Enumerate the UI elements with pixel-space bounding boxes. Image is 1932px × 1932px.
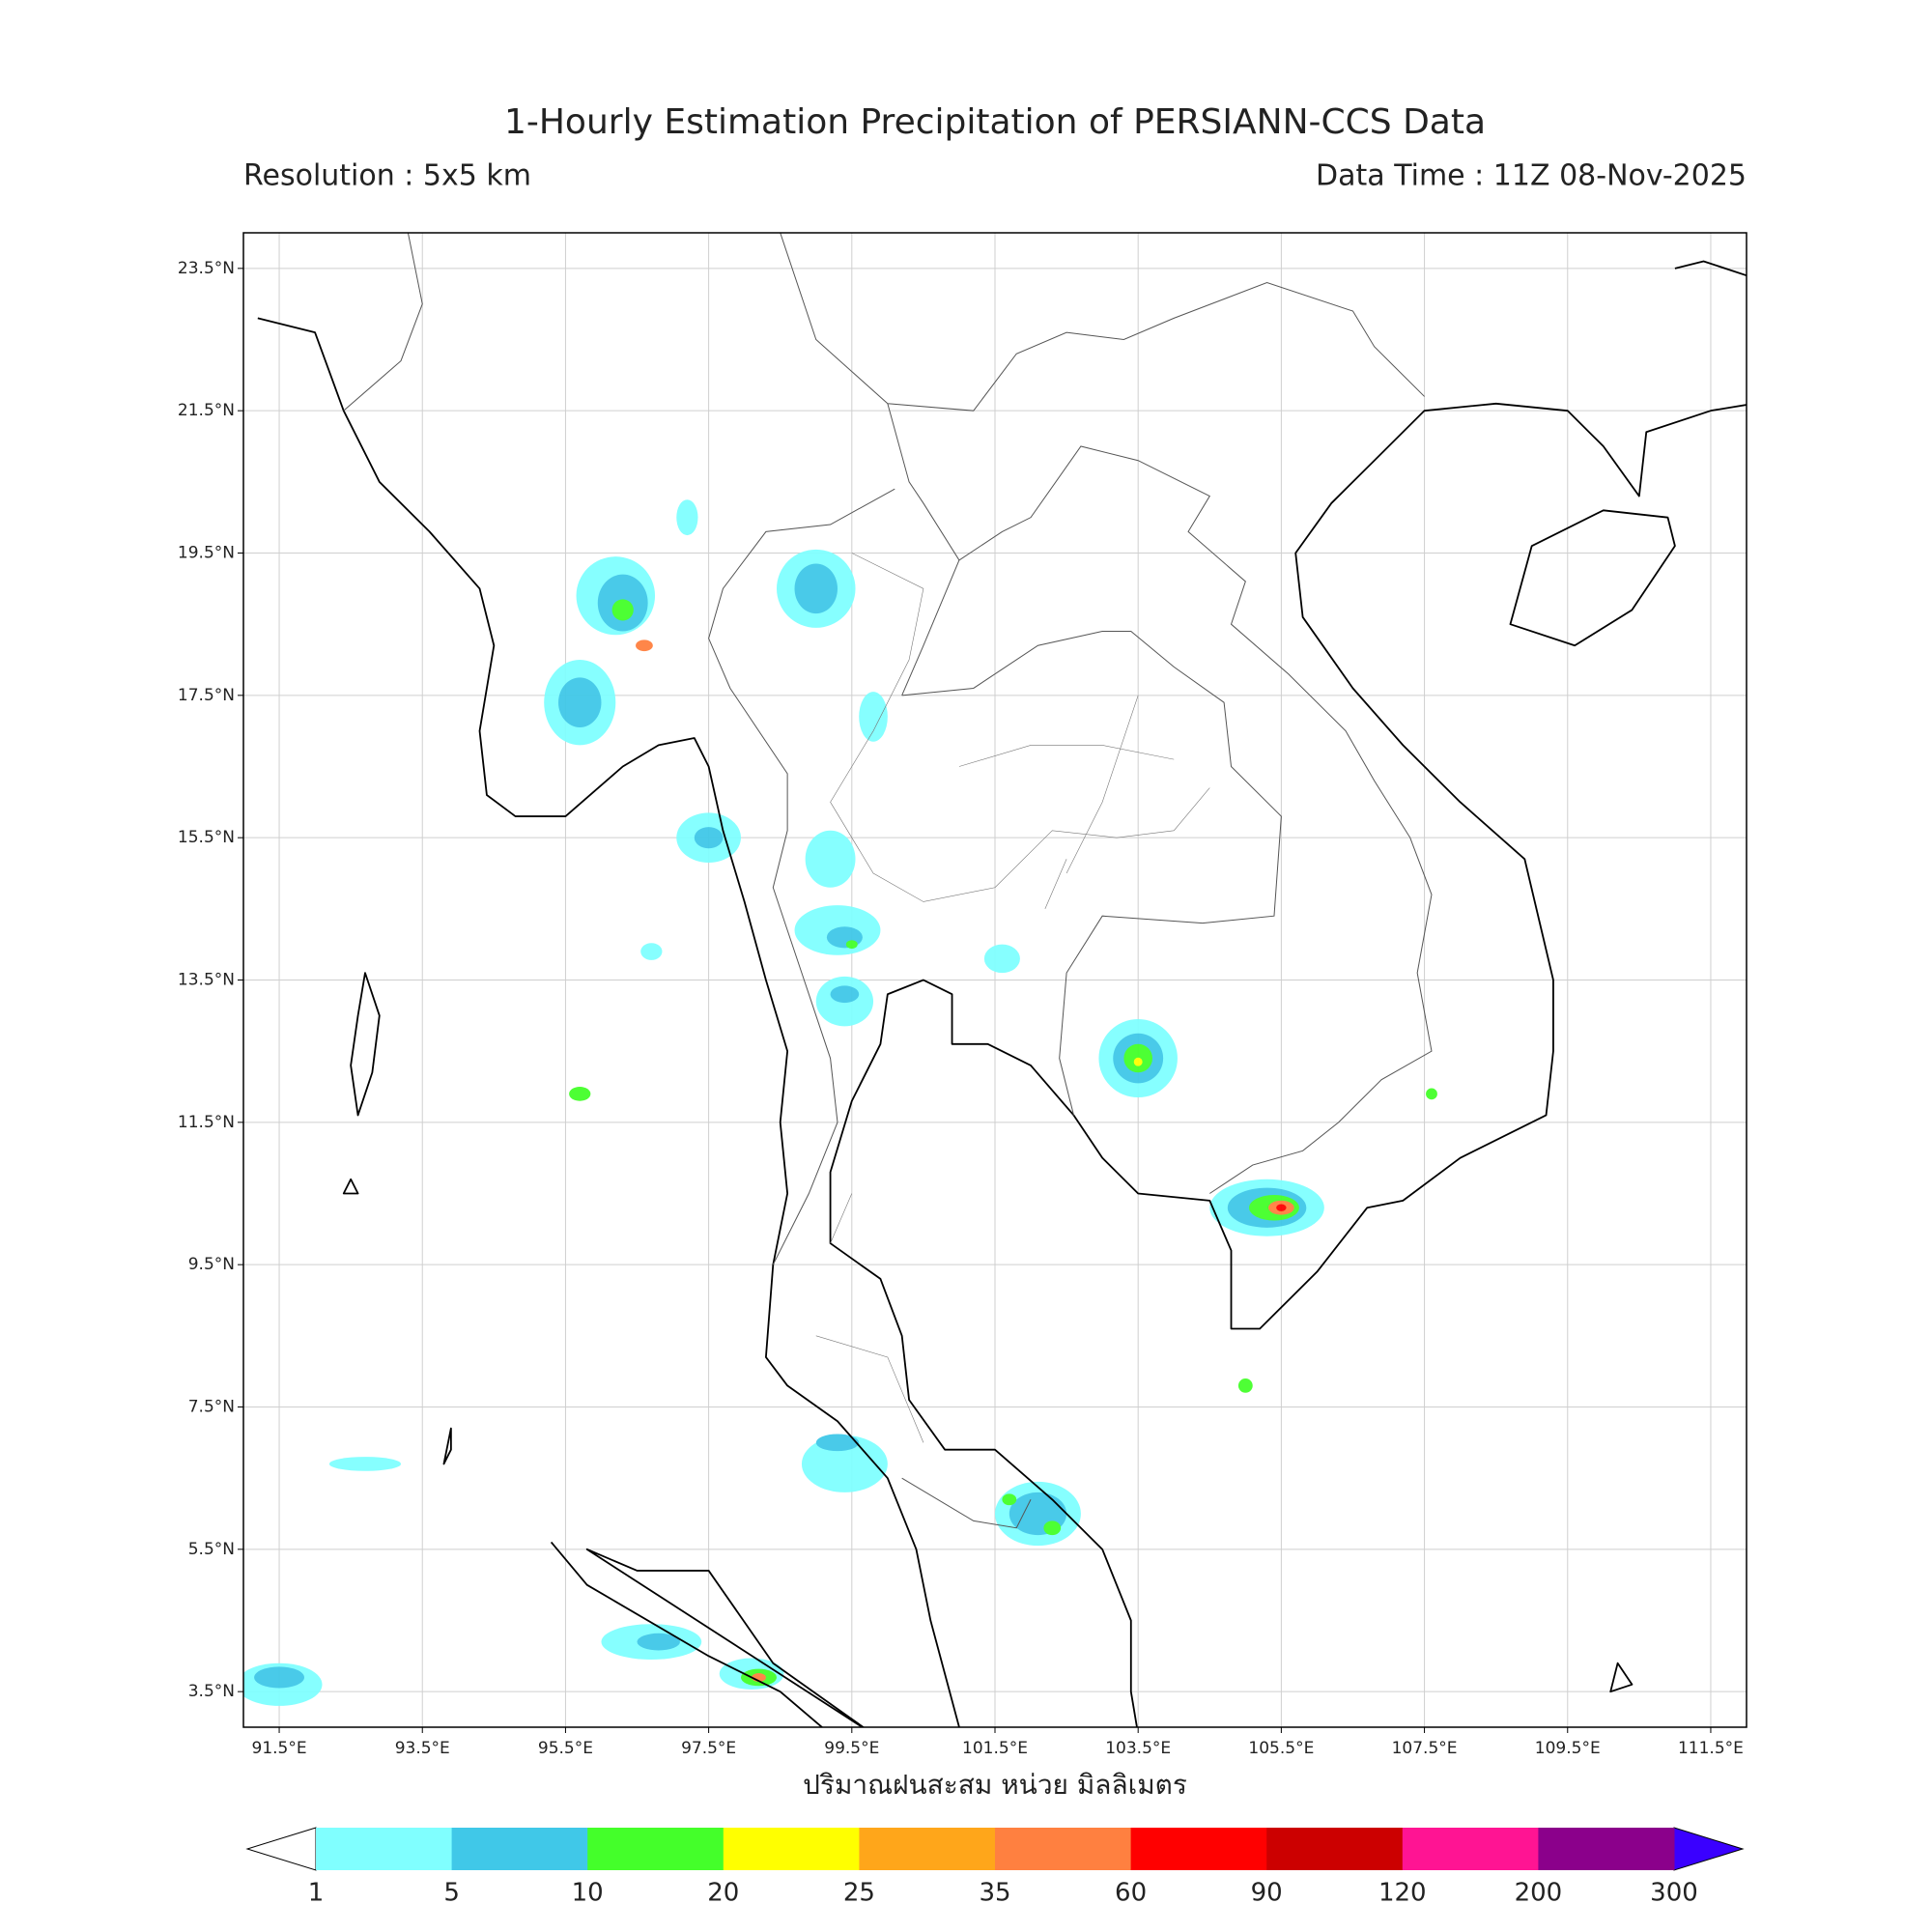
colorbar-box — [995, 1828, 1132, 1870]
title: 1-Hourly Estimation Precipitation of PER… — [504, 102, 1486, 142]
y-tick-label: 19.5°N — [178, 544, 235, 563]
map-layer — [243, 233, 1754, 1734]
x-axis-label: ปริมาณฝนสะสม หน่วย มิลลิเมตร — [803, 1769, 1187, 1801]
colorbar-under — [245, 1827, 317, 1871]
colorbar-box — [1266, 1828, 1404, 1870]
y-tick-label: 3.5°N — [188, 1682, 235, 1701]
colorbar: 1 5 10 20 25 35 60 90 120 200 300 — [245, 1827, 1745, 1908]
y-tick-label: 11.5°N — [178, 1113, 235, 1132]
colorbar-box — [587, 1828, 724, 1870]
colorbar-box — [723, 1828, 860, 1870]
geo — [243, 233, 1754, 1734]
colorbar-label: 20 — [707, 1879, 739, 1908]
x-tick-label: 97.5°E — [681, 1739, 736, 1758]
colorbar-label: 5 — [443, 1879, 460, 1908]
y-tick-label: 13.5°N — [178, 971, 235, 990]
y-tick-label: 7.5°N — [188, 1398, 235, 1417]
precipitation — [243, 499, 1437, 1706]
resolution: Resolution : 5x5 km — [243, 159, 531, 193]
colorbar-label: 1 — [308, 1879, 325, 1908]
colorbar-label: 60 — [1115, 1879, 1147, 1908]
grid — [243, 233, 1747, 1727]
y-tick-label: 17.5°N — [178, 686, 235, 705]
x-tick-label: 103.5°E — [1105, 1739, 1171, 1758]
x-tick-label: 105.5°E — [1248, 1739, 1314, 1758]
y-tick-label: 21.5°N — [178, 401, 235, 420]
y-tick-label: 15.5°N — [178, 828, 235, 847]
x-tick-label: 93.5°E — [395, 1739, 450, 1758]
x-tick-label: 101.5°E — [962, 1739, 1028, 1758]
colorbar-box — [451, 1828, 588, 1870]
x-tick-label: 91.5°E — [252, 1739, 307, 1758]
colorbar-box — [1402, 1828, 1539, 1870]
colorbar-over — [1673, 1827, 1745, 1871]
colorbar-label: 25 — [843, 1879, 875, 1908]
y-tick-label: 5.5°N — [188, 1540, 235, 1559]
colorbar-box — [859, 1828, 996, 1870]
x-tick-label: 107.5°E — [1392, 1739, 1458, 1758]
x-tick-label: 109.5°E — [1535, 1739, 1601, 1758]
x-tick-label: 111.5°E — [1678, 1739, 1744, 1758]
y-tick-label: 23.5°N — [178, 259, 235, 278]
y-tick-label: 9.5°N — [188, 1255, 235, 1274]
colorbar-box — [1538, 1828, 1675, 1870]
x-tick-label: 99.5°E — [824, 1739, 879, 1758]
colorbar-box — [316, 1828, 453, 1870]
colorbar-label: 35 — [979, 1879, 1010, 1908]
data-time: Data Time : 11Z 08-Nov-2025 — [1316, 159, 1747, 193]
coastlines — [258, 261, 1754, 1734]
colorbar-label: 200 — [1515, 1879, 1563, 1908]
borders — [344, 233, 1432, 1528]
colorbar-label: 90 — [1251, 1879, 1283, 1908]
x-tick-label: 95.5°E — [538, 1739, 593, 1758]
colorbar-box — [1130, 1828, 1267, 1870]
colorbar-label: 300 — [1650, 1879, 1698, 1908]
colorbar-label: 10 — [572, 1879, 604, 1908]
colorbar-label: 120 — [1378, 1879, 1427, 1908]
